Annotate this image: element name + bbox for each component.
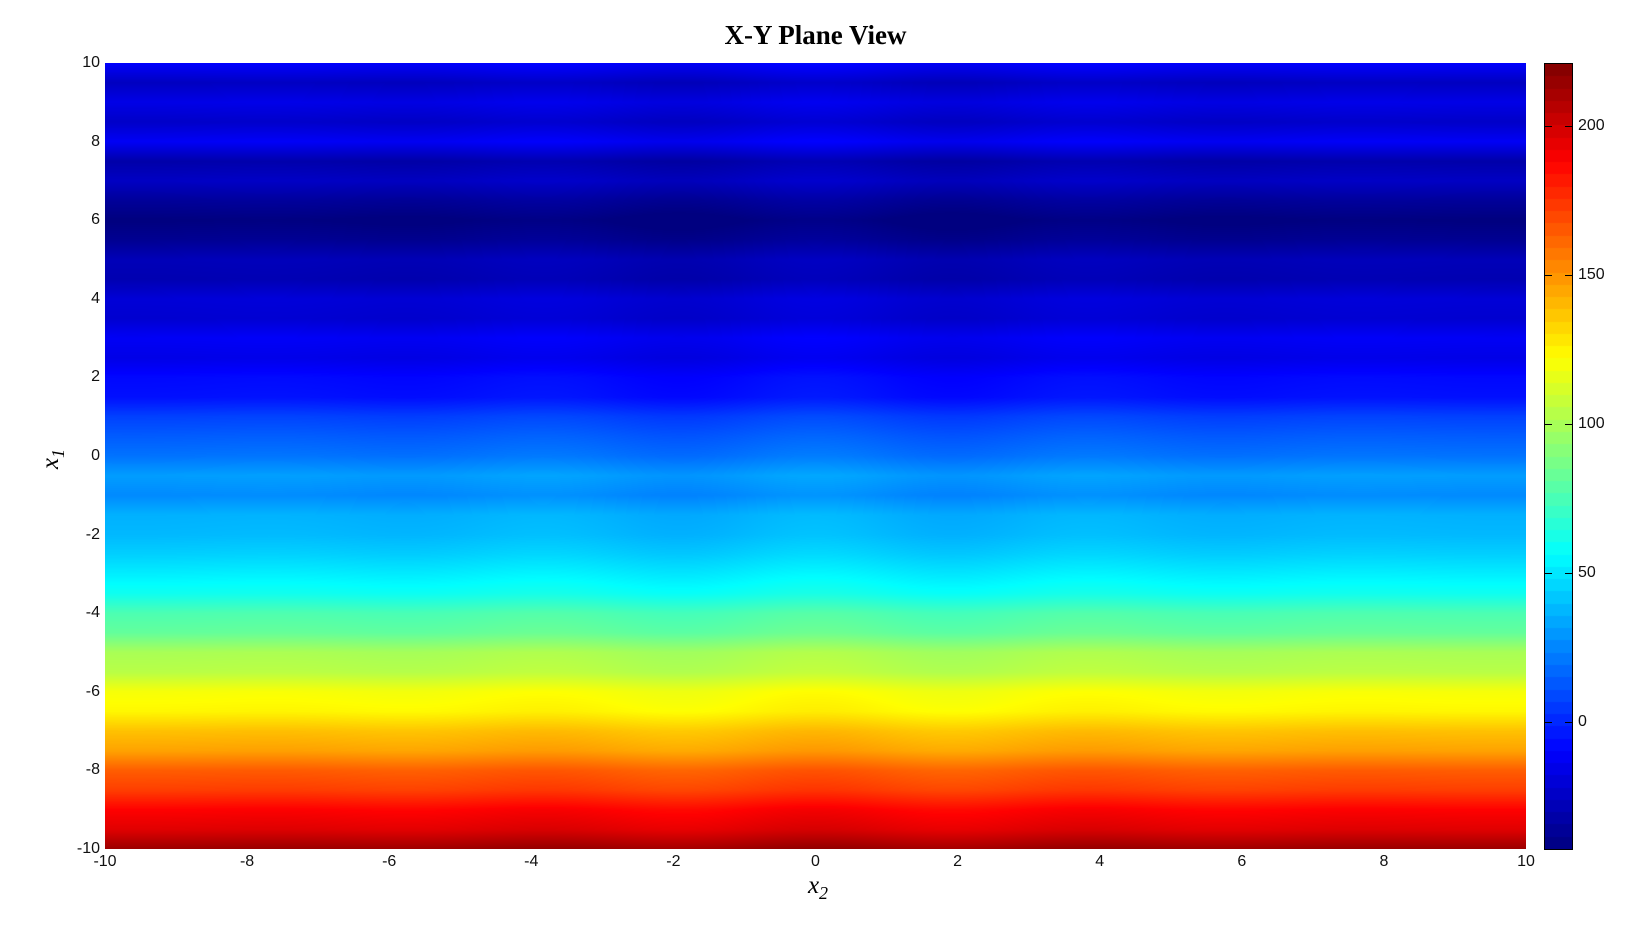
colorbar — [1544, 63, 1573, 850]
y-tick-label: 10 — [82, 54, 100, 71]
heatmap-plot-area — [105, 63, 1526, 849]
y-tick-label: -2 — [85, 525, 100, 543]
y-tick-label: 6 — [91, 211, 100, 229]
x-tick-label: -4 — [524, 853, 539, 870]
y-tick-label: -10 — [76, 840, 100, 857]
x-tick-label: 6 — [1237, 853, 1247, 870]
colorbar-tick-mark-right — [1565, 126, 1572, 127]
colorbar-tick-label: 100 — [1578, 415, 1605, 432]
plot-title: X-Y Plane View — [724, 20, 907, 50]
x-tick-label: -2 — [666, 853, 681, 870]
colorbar-tick-label: 150 — [1578, 266, 1605, 283]
colorbar-tick-mark-right — [1565, 722, 1572, 723]
x-tick-label: 10 — [1517, 853, 1535, 870]
y-tick-label: 8 — [91, 132, 100, 150]
x-tick-label: 4 — [1095, 853, 1105, 870]
colorbar-tick-mark-left — [1545, 424, 1552, 425]
x-axis-label: x2 — [768, 872, 868, 904]
x-tick-label: 2 — [953, 853, 963, 870]
x-tick-label: -6 — [382, 853, 397, 870]
y-tick-label: 4 — [91, 289, 100, 307]
y-tick-label: -6 — [85, 682, 100, 700]
y-tick-label: 2 — [91, 368, 100, 386]
y-tick-label: -8 — [85, 761, 100, 779]
x-tick-label: -10 — [93, 853, 117, 870]
colorbar-tick-mark-left — [1545, 126, 1552, 127]
colorbar-tick-mark-left — [1545, 573, 1552, 574]
y-tick-label: 0 — [91, 447, 100, 464]
colorbar-tick-label: 50 — [1578, 564, 1596, 581]
x-axis-label-subscript: 2 — [819, 883, 829, 903]
colorbar-tick-label: 0 — [1578, 713, 1587, 730]
x-tick-label: 8 — [1379, 853, 1389, 870]
x-tick-label: 0 — [811, 853, 820, 870]
colorbar-tick-mark-right — [1565, 424, 1572, 425]
x-tick-label: -8 — [239, 853, 255, 870]
y-tick-label: -4 — [85, 604, 100, 622]
colorbar-tick-mark-left — [1545, 722, 1552, 723]
colorbar-tick-mark-right — [1565, 275, 1572, 276]
colorbar-tick-mark-right — [1565, 573, 1572, 574]
colorbar-tick-label: 200 — [1578, 117, 1605, 134]
x-axis-label-base: x — [807, 872, 820, 899]
colorbar-tick-mark-left — [1545, 275, 1552, 276]
